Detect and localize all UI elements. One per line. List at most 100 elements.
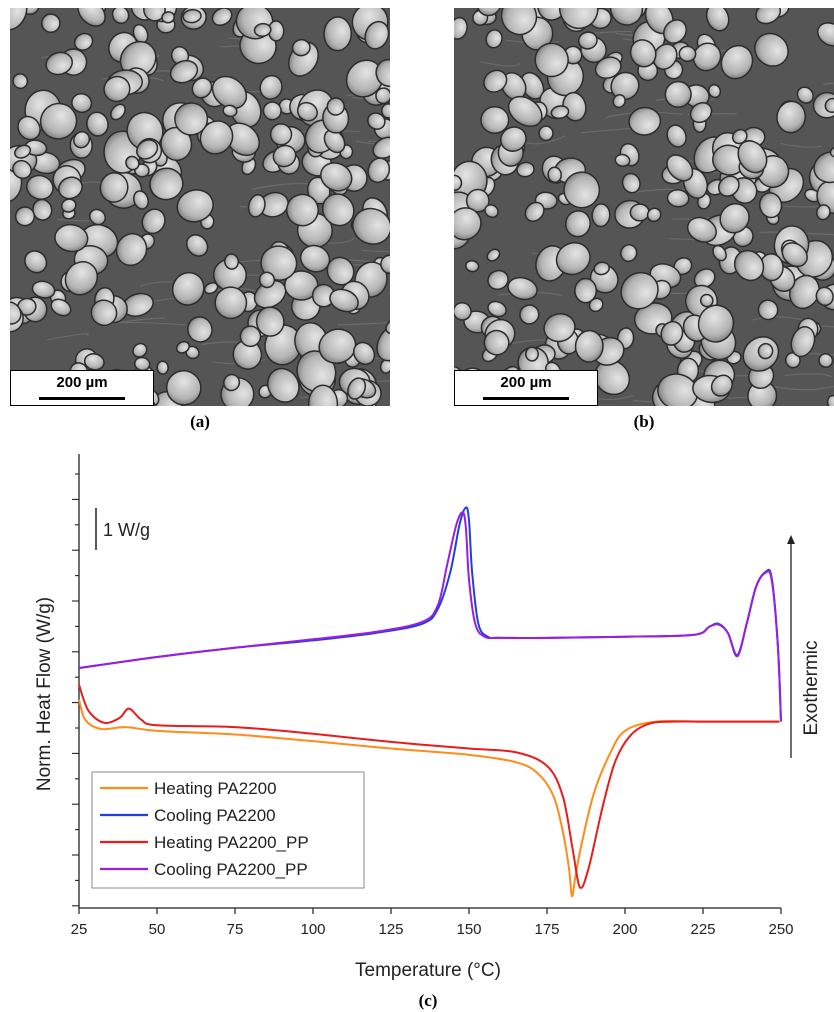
sem-particle bbox=[454, 207, 482, 241]
scale-bar-label-b: 200 µm bbox=[500, 374, 552, 391]
sem-particle bbox=[758, 192, 783, 219]
series-line-1 bbox=[78, 506, 782, 722]
sem-particle bbox=[323, 16, 353, 52]
sem-particle bbox=[712, 244, 727, 262]
sem-particle bbox=[813, 151, 834, 184]
series-line-2 bbox=[78, 684, 780, 889]
sem-particle bbox=[483, 69, 508, 93]
sem-particle bbox=[610, 71, 640, 101]
x-tick-label: 50 bbox=[149, 921, 166, 938]
sem-particle bbox=[222, 373, 241, 392]
sem-particle bbox=[543, 313, 576, 343]
sem-particle bbox=[320, 162, 353, 192]
annotations: 1 W/g Exothermic bbox=[95, 508, 822, 758]
sem-particle bbox=[757, 299, 779, 321]
x-tick-label: 200 bbox=[612, 921, 637, 938]
sem-particle bbox=[141, 208, 166, 235]
sem-particle bbox=[73, 130, 91, 149]
sem-particle bbox=[41, 13, 61, 33]
sem-particle bbox=[367, 157, 390, 184]
sem-particle bbox=[211, 8, 233, 27]
sem-particle bbox=[73, 32, 94, 51]
sem-particle bbox=[629, 39, 657, 68]
sem-particle bbox=[165, 370, 202, 406]
sem-particle bbox=[781, 242, 808, 268]
sem-particle bbox=[176, 189, 214, 223]
sem-particle bbox=[487, 269, 509, 291]
sem-particle bbox=[115, 232, 148, 267]
sem-particle bbox=[31, 280, 56, 299]
sem-particle bbox=[646, 207, 662, 223]
x-tick-label: 25 bbox=[71, 921, 88, 938]
sem-particle bbox=[692, 42, 722, 72]
sem-particle bbox=[486, 248, 501, 262]
sem-texture-streak bbox=[806, 353, 834, 356]
sem-particle bbox=[697, 304, 735, 343]
sem-particle bbox=[538, 125, 554, 142]
sem-particle bbox=[58, 176, 83, 200]
legend-entry: Heating PA2200_PP bbox=[154, 833, 309, 852]
sem-texture-streak bbox=[361, 249, 390, 253]
y-axis-title: Norm. Heat Flow (W/g) bbox=[34, 597, 55, 791]
sem-particle bbox=[577, 31, 598, 50]
sem-particle bbox=[719, 202, 750, 234]
sem-particle bbox=[364, 20, 390, 50]
x-tick-label: 175 bbox=[534, 921, 559, 938]
sem-particle bbox=[666, 154, 694, 182]
sem-particle bbox=[754, 32, 789, 67]
sem-image-b: 200 µm bbox=[454, 8, 834, 406]
sem-particle bbox=[790, 326, 816, 358]
sem-particle bbox=[678, 45, 697, 63]
sem-particle bbox=[660, 320, 684, 346]
sem-particle bbox=[83, 353, 105, 371]
sem-particle bbox=[186, 234, 209, 257]
sem-particle bbox=[376, 324, 390, 362]
sem-particle bbox=[534, 42, 569, 78]
x-axis-ticks: 25 50 75 100 125 150 175 200 225 250 bbox=[71, 908, 794, 938]
sem-particle bbox=[733, 249, 765, 282]
sem-particle bbox=[507, 95, 543, 128]
sem-texture-streak bbox=[368, 140, 390, 142]
sem-particle bbox=[380, 103, 390, 119]
sem-particle bbox=[824, 97, 834, 114]
sem-particle bbox=[132, 342, 148, 358]
sem-texture-streak bbox=[337, 321, 390, 326]
legend-entry: Heating PA2200 bbox=[154, 779, 277, 798]
sem-particle bbox=[629, 203, 650, 222]
sem-particle bbox=[272, 144, 297, 168]
sem-particle bbox=[258, 271, 276, 289]
sem-particle bbox=[329, 288, 359, 313]
sem-particle bbox=[720, 44, 754, 80]
sem-texture-streak bbox=[355, 140, 390, 146]
sem-particle bbox=[594, 359, 631, 396]
sem-particle bbox=[13, 144, 32, 159]
sem-texture-streak bbox=[784, 373, 833, 378]
sem-particle bbox=[657, 373, 699, 406]
sem-particle bbox=[816, 204, 831, 221]
sem-particle bbox=[487, 300, 507, 318]
x-tick-label: 250 bbox=[768, 921, 793, 938]
sem-particle bbox=[555, 241, 591, 276]
sem-particle bbox=[14, 206, 36, 227]
sem-particle bbox=[710, 374, 733, 397]
sem-particle bbox=[352, 207, 390, 245]
sem-particle bbox=[222, 104, 238, 118]
x-axis-title: Temperature (°C) bbox=[355, 960, 501, 981]
sem-particle bbox=[64, 261, 99, 296]
sem-particle bbox=[705, 8, 730, 32]
sem-particle bbox=[156, 360, 169, 375]
sem-particle bbox=[269, 123, 293, 146]
sem-particle bbox=[516, 161, 535, 178]
series-lines bbox=[78, 506, 782, 898]
sem-particle bbox=[103, 75, 131, 103]
sem-particle bbox=[266, 367, 300, 403]
sem-particle bbox=[483, 329, 510, 356]
sem-texture-streak bbox=[580, 127, 632, 134]
sem-particle bbox=[829, 145, 834, 158]
sem-particle bbox=[12, 159, 32, 180]
sem-particle bbox=[54, 223, 89, 253]
sem-particle bbox=[161, 11, 176, 24]
sem-particle bbox=[39, 102, 78, 140]
sem-particle bbox=[367, 112, 386, 130]
sem-particle bbox=[620, 271, 659, 310]
